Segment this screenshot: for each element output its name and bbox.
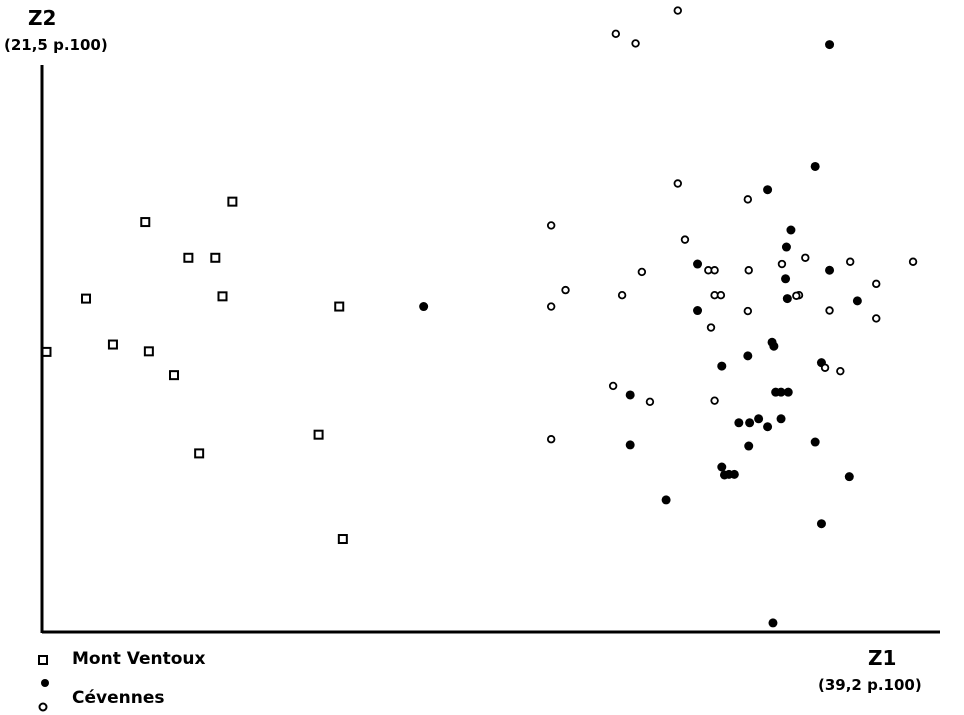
data-point-series1-12 xyxy=(743,351,753,361)
data-point-series0-5 xyxy=(169,370,180,381)
data-point-series1-11 xyxy=(734,418,744,428)
data-point-series1-35 xyxy=(768,618,778,628)
data-point-series0-9 xyxy=(217,291,228,302)
data-point-series2-18 xyxy=(716,291,726,300)
data-point-series1-14 xyxy=(745,418,755,428)
data-point-series2-10 xyxy=(673,6,682,15)
data-point-series2-16 xyxy=(710,396,719,405)
data-point-series2-21 xyxy=(743,195,753,204)
x-axis-sublabel: (39,2 p.100) xyxy=(818,676,922,694)
data-point-series1-36 xyxy=(844,472,854,482)
data-point-series1-34 xyxy=(852,296,862,306)
data-point-series2-14 xyxy=(710,266,719,275)
data-point-series0-6 xyxy=(183,252,194,263)
data-point-series1-21 xyxy=(776,414,786,424)
data-point-series2-6 xyxy=(608,381,618,391)
data-point-series1-19 xyxy=(769,341,779,351)
data-point-series2-5 xyxy=(631,39,640,48)
data-point-series2-22 xyxy=(777,259,787,269)
data-point-series1-29 xyxy=(810,161,820,171)
data-point-series2-9 xyxy=(645,397,655,406)
data-point-series2-12 xyxy=(680,235,690,244)
y-axis-sublabel: (21,5 p.100) xyxy=(4,36,108,54)
data-point-series0-0 xyxy=(41,346,52,357)
legend-label-mont-ventoux: Mont Ventoux xyxy=(72,649,206,669)
data-point-series1-17 xyxy=(763,185,773,195)
data-point-series2-3 xyxy=(561,285,570,295)
data-point-series1-6 xyxy=(717,361,727,371)
data-point-series1-0 xyxy=(419,302,429,312)
data-point-series2-7 xyxy=(617,291,627,300)
data-point-series1-24 xyxy=(776,387,786,397)
legend-marker-mont-ventoux xyxy=(38,655,48,665)
data-point-series1-2 xyxy=(625,440,635,450)
data-point-series1-10 xyxy=(729,469,739,479)
data-point-series2-27 xyxy=(846,257,855,266)
data-point-series1-3 xyxy=(661,495,671,505)
data-point-series2-1 xyxy=(546,302,556,311)
data-point-series1-16 xyxy=(763,422,773,432)
legend-label-cevennes: Cévennes xyxy=(72,688,164,708)
data-point-series0-11 xyxy=(313,429,324,440)
data-point-series1-5 xyxy=(693,306,703,316)
data-point-series2-2 xyxy=(546,435,556,444)
data-point-series1-7 xyxy=(717,462,727,472)
data-point-series2-25 xyxy=(825,306,834,315)
data-point-series2-4 xyxy=(611,29,621,39)
data-point-series1-32 xyxy=(825,40,835,50)
data-point-series0-13 xyxy=(337,534,348,545)
data-point-series2-26 xyxy=(820,363,830,372)
data-point-series2-8 xyxy=(637,267,647,277)
legend-marker-open-circle xyxy=(38,702,48,712)
data-point-series0-1 xyxy=(81,293,92,304)
y-axis-label: Z2 xyxy=(28,6,56,30)
data-point-series1-1 xyxy=(625,390,635,400)
data-point-series1-13 xyxy=(744,441,754,451)
data-point-series0-10 xyxy=(227,196,238,207)
data-point-series0-8 xyxy=(210,252,221,263)
data-point-series2-20 xyxy=(743,306,753,316)
plot-area xyxy=(41,6,918,628)
data-point-series1-25 xyxy=(781,274,791,284)
data-point-series1-22 xyxy=(781,242,791,252)
data-point-series2-0 xyxy=(546,221,556,230)
data-point-series2-31 xyxy=(836,366,845,376)
data-point-series1-4 xyxy=(693,259,703,269)
data-point-series2-29 xyxy=(872,314,881,323)
x-axis-label: Z1 xyxy=(868,646,896,670)
data-point-series2-32 xyxy=(801,253,810,262)
data-point-series2-19 xyxy=(744,266,753,275)
data-point-series2-17 xyxy=(706,323,716,332)
data-point-series0-7 xyxy=(194,448,205,459)
data-point-series0-4 xyxy=(143,346,154,357)
data-point-series2-30 xyxy=(908,257,918,266)
data-point-series1-28 xyxy=(810,437,820,447)
data-point-series0-12 xyxy=(334,301,345,312)
legend-marker-cevennes xyxy=(41,679,49,687)
data-point-series1-26 xyxy=(783,387,793,397)
data-point-series0-2 xyxy=(107,339,118,350)
data-point-series1-27 xyxy=(786,225,796,235)
legend: Mont Ventoux Cévennes xyxy=(38,649,206,712)
data-point-series1-23 xyxy=(782,294,792,304)
data-point-series1-15 xyxy=(754,414,764,424)
data-point-series2-24 xyxy=(792,291,801,300)
data-point-series1-33 xyxy=(825,265,835,275)
data-point-series0-3 xyxy=(140,217,151,228)
data-point-series1-31 xyxy=(816,519,826,529)
data-point-series2-11 xyxy=(673,179,682,188)
data-point-series2-28 xyxy=(872,279,881,289)
